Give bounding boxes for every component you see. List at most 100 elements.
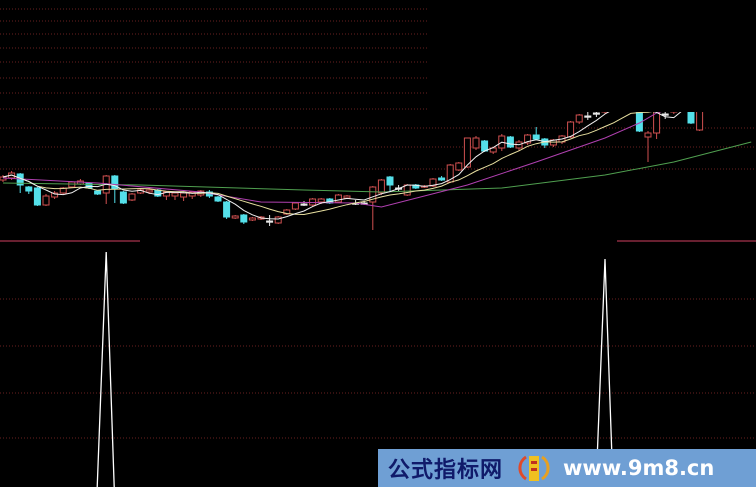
candle-body xyxy=(481,140,489,152)
candle xyxy=(51,191,59,199)
candle xyxy=(119,191,127,204)
ma60-line xyxy=(2,141,752,193)
candle-body xyxy=(51,192,59,198)
candle xyxy=(291,202,299,210)
candle-body xyxy=(274,216,282,224)
candle xyxy=(188,191,196,199)
watermark-site-name: 公式指标网 xyxy=(388,458,504,483)
candle xyxy=(644,131,652,162)
signal-spike xyxy=(595,259,614,487)
candle-body xyxy=(119,191,127,204)
candle xyxy=(309,198,317,206)
candle-body xyxy=(248,217,256,221)
candle-body xyxy=(661,113,669,116)
candle xyxy=(438,176,446,181)
candle xyxy=(94,190,102,195)
candle-body xyxy=(670,101,678,113)
candle-body xyxy=(171,192,179,197)
candle xyxy=(248,217,256,221)
candle-body xyxy=(145,189,153,193)
candle xyxy=(472,136,480,150)
candle-body xyxy=(463,137,471,168)
candle xyxy=(455,162,463,171)
candle xyxy=(42,194,50,206)
candle-body xyxy=(696,103,704,131)
candle-body xyxy=(635,99,643,132)
candle-body xyxy=(343,195,351,199)
candle-body xyxy=(214,196,222,202)
candle-body xyxy=(618,91,626,99)
candle xyxy=(369,186,377,230)
candle-body xyxy=(128,193,136,201)
candle-body xyxy=(601,103,609,113)
candle xyxy=(635,98,643,132)
candle xyxy=(678,94,686,104)
candle-body xyxy=(369,186,377,203)
site-logo-icon xyxy=(518,455,550,481)
candle xyxy=(377,179,385,195)
candle xyxy=(386,176,394,192)
candle xyxy=(610,96,618,106)
candle-body xyxy=(575,114,583,123)
candle-body xyxy=(386,176,394,186)
candle-body xyxy=(610,97,618,105)
candle-body xyxy=(455,162,463,171)
candle-body xyxy=(300,203,308,206)
candle xyxy=(601,102,609,114)
candle xyxy=(575,114,583,124)
candle-body xyxy=(653,107,661,134)
candle xyxy=(567,121,575,138)
candle-body xyxy=(524,134,532,144)
candle-body xyxy=(223,201,231,218)
candle xyxy=(128,193,136,201)
candle xyxy=(334,194,342,203)
candle-body xyxy=(532,134,540,140)
candle xyxy=(240,214,248,224)
signal-spike xyxy=(96,251,115,487)
candle xyxy=(300,201,308,206)
candle-body xyxy=(687,97,695,124)
candle xyxy=(266,215,274,226)
ma5-line xyxy=(2,100,700,220)
candle-body xyxy=(627,91,635,99)
candle-body xyxy=(567,121,575,138)
candle xyxy=(592,108,600,117)
candle xyxy=(223,201,231,219)
candle xyxy=(171,192,179,200)
candle-body xyxy=(678,95,686,103)
candle-body xyxy=(188,191,196,197)
grid-lines xyxy=(0,8,756,439)
candle-body xyxy=(291,202,299,210)
candle xyxy=(670,100,678,114)
candle-body xyxy=(25,186,33,192)
candle-body xyxy=(309,198,317,206)
candle-body xyxy=(317,198,325,203)
candle-body xyxy=(180,192,188,198)
candle xyxy=(687,96,695,124)
candle-body xyxy=(240,214,248,223)
candle xyxy=(653,105,661,139)
candle xyxy=(532,127,540,140)
candle-body xyxy=(33,187,41,206)
candle xyxy=(584,111,592,120)
candle xyxy=(274,216,282,224)
candle xyxy=(33,187,41,206)
candle xyxy=(506,136,514,148)
indicator-pane xyxy=(96,251,614,487)
candle-body xyxy=(472,137,480,149)
candle xyxy=(25,186,33,194)
candle-body xyxy=(592,112,600,115)
watermark-url: www.9m8.cn xyxy=(563,456,715,480)
candle-body xyxy=(584,115,592,118)
candle-body xyxy=(438,177,446,181)
ma20-line xyxy=(2,99,700,208)
moving-average-lines xyxy=(2,99,752,220)
candle xyxy=(231,215,239,219)
candle xyxy=(661,110,669,119)
candle-body xyxy=(42,195,50,206)
candle xyxy=(524,134,532,145)
candle-body xyxy=(266,220,274,223)
candle-body xyxy=(94,190,102,195)
candle xyxy=(696,100,704,131)
